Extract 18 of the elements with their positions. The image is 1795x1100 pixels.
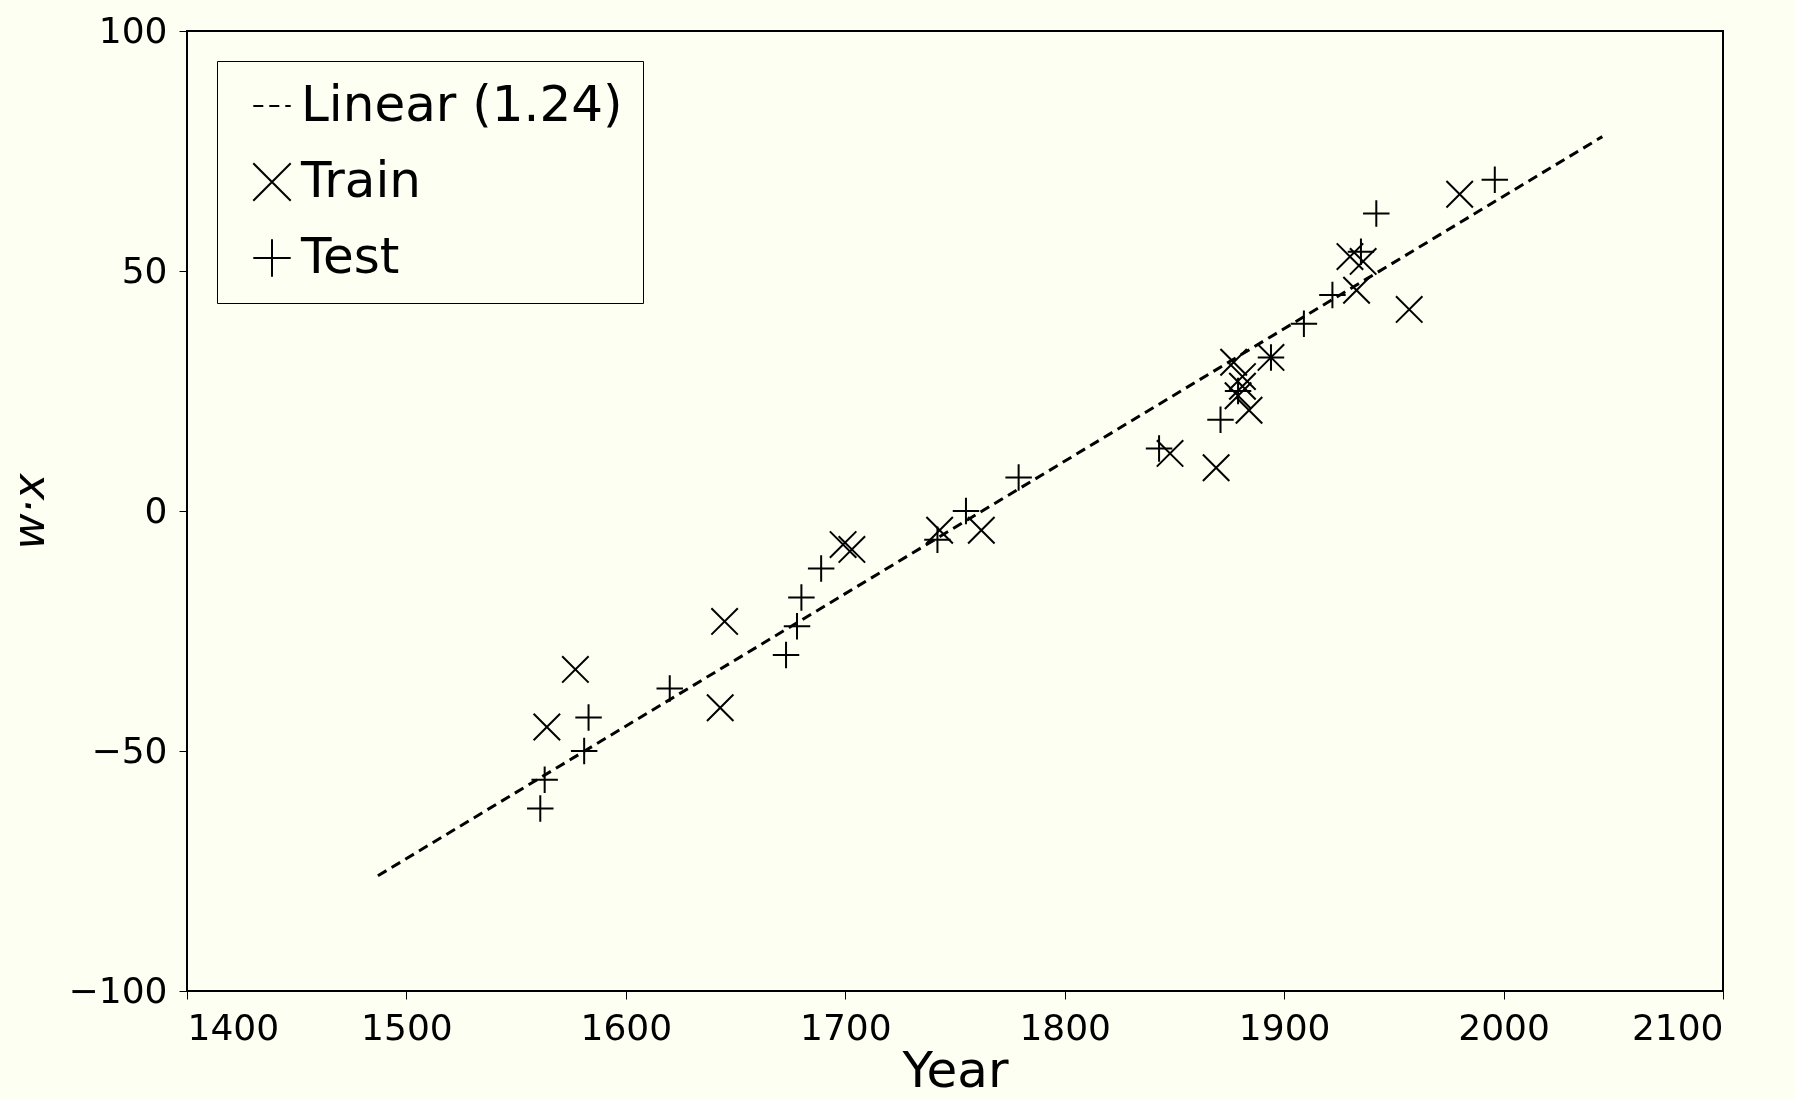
legend-label: Linear (1.24) (301, 75, 623, 133)
x-tick-label: 1400 (187, 1006, 280, 1048)
y-tick-label: 100 (98, 9, 168, 51)
y-tick-label: 50 (121, 249, 168, 291)
y-tick-label: −50 (91, 729, 168, 771)
x-tick-label: 1900 (1238, 1006, 1331, 1048)
x-tick-label: 1700 (799, 1006, 892, 1048)
x-axis-title: Year (901, 1040, 1009, 1099)
legend-label: Train (300, 151, 421, 209)
y-tick-label: 0 (144, 489, 168, 531)
x-tick-label: 1500 (361, 1006, 453, 1048)
legend-label: Test (300, 227, 400, 285)
y-tick-label: −100 (68, 969, 168, 1011)
x-tick-label: 2100 (1631, 1006, 1724, 1048)
x-tick-label: 1600 (580, 1006, 673, 1048)
x-tick-label: 2000 (1458, 1006, 1550, 1048)
y-axis-title: w·x (2, 472, 54, 550)
x-tick-label: 1800 (1019, 1006, 1112, 1048)
